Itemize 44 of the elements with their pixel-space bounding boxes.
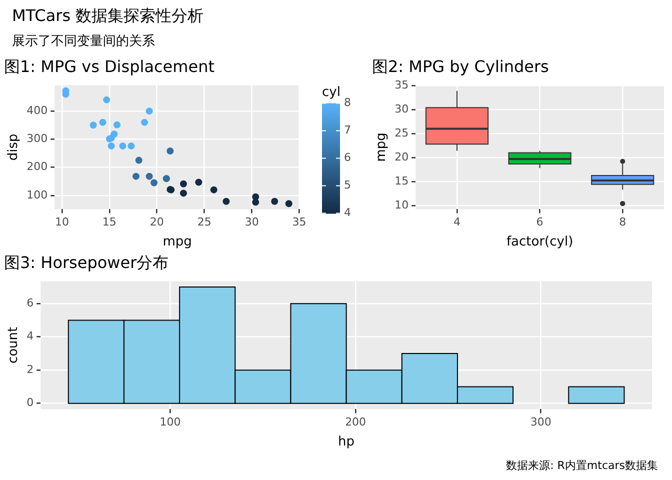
y-tick-label: 200 (26, 160, 48, 174)
color-bar-label: 8 (344, 96, 351, 110)
color-bar-label: 5 (344, 178, 351, 192)
y-tick-label: 2 (26, 362, 34, 376)
y-tick-label: 10 (394, 198, 409, 212)
color-bar-label: 6 (344, 151, 351, 164)
y-axis-title: mpg (374, 132, 390, 162)
x-tick-label: 300 (530, 416, 552, 429)
y-tick-label: 4 (26, 330, 34, 343)
chart-title: 图3: Horsepower分布 (4, 252, 169, 272)
text: 展示了不同变量间的关系 (12, 33, 155, 50)
source-note: 数据来源: R内置mtcars数据集 (506, 458, 658, 473)
y-axis-title: disp (6, 134, 22, 161)
x-axis-title: factor(cyl) (506, 234, 574, 250)
x-tick-label: 100 (160, 416, 181, 429)
x-tick-label: 25 (197, 216, 212, 229)
y-tick-label: 100 (26, 188, 48, 202)
y-tick-label: 0 (26, 396, 34, 410)
y-tick-label: 6 (26, 296, 34, 310)
x-tick-label: 15 (102, 216, 116, 229)
color-bar-label: 4 (344, 206, 351, 220)
color-bar-label: 7 (344, 124, 351, 137)
y-tick-label: 25 (394, 126, 409, 140)
y-tick-label: 20 (394, 150, 409, 164)
x-tick-label: 6 (536, 216, 544, 229)
y-tick-label: 30 (394, 102, 409, 116)
x-tick-label: 10 (54, 216, 69, 229)
y-tick-label: 35 (394, 78, 409, 92)
x-tick-label: 8 (619, 216, 626, 229)
x-axis-title: mpg (162, 234, 192, 250)
text: MTCars 数据集探索性分析 (12, 6, 204, 27)
x-tick-label: 4 (454, 216, 460, 229)
chart-title: 图2: MPG by Cylinders (372, 56, 549, 76)
y-tick-label: 400 (26, 104, 48, 117)
x-tick-label: 35 (292, 216, 306, 229)
chart-title: 图1: MPG vs Displacement (4, 56, 214, 76)
x-tick-label: 20 (150, 216, 164, 229)
color-bar-title: cyl (322, 85, 340, 100)
x-axis-title: hp (338, 434, 355, 450)
y-axis-title: count (6, 326, 22, 364)
x-tick-label: 200 (345, 416, 366, 429)
y-tick-label: 300 (26, 132, 48, 146)
x-tick-label: 30 (244, 216, 259, 229)
y-tick-label: 15 (394, 174, 409, 188)
